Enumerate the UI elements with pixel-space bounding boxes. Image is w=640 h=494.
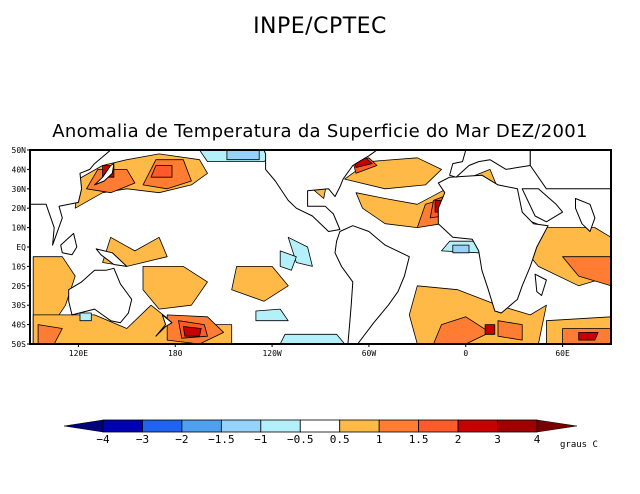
- landmass-asia: [30, 150, 112, 246]
- anomaly-region: [79, 312, 92, 322]
- lat-tick-label: 20S: [12, 282, 27, 291]
- colorbar-box: [299, 419, 341, 433]
- colorbar: −4 −3 −2 −1.5 −1 −0.5 0.5 1 1.5 2 3 4 graus C: [63, 419, 598, 450]
- landmass-japan: [94, 163, 115, 186]
- longitude-axis: 120E 180 120W 60W 0 60E: [69, 344, 570, 358]
- lat-tick-label: 40S: [12, 321, 27, 330]
- lon-tick-label: 0: [463, 349, 468, 358]
- landmass-south-america: [334, 225, 410, 344]
- anomaly-region: [255, 308, 289, 322]
- lat-tick-label: 10S: [12, 262, 27, 271]
- lat-tick-label: 30S: [12, 301, 27, 310]
- anomaly-region: [279, 333, 346, 344]
- colorbar-tick-label: 4: [534, 433, 541, 446]
- lat-tick-label: 50S: [12, 340, 27, 349]
- colorbar-box: [220, 419, 262, 433]
- anomaly-region: [433, 316, 491, 344]
- anomaly-region: [287, 236, 313, 267]
- landmass-europe: [449, 150, 531, 178]
- anomaly-region: [86, 168, 136, 194]
- lat-tick-label: 10N: [12, 224, 27, 233]
- land-layer: [30, 150, 611, 344]
- lon-tick-label: 120W: [262, 349, 281, 358]
- anomaly-region: [497, 320, 523, 341]
- landmass-india: [575, 198, 596, 232]
- colorbar-tick-label: −2: [175, 433, 188, 446]
- colorbar-tick-label: −1.5: [208, 433, 235, 446]
- anomaly-region: [150, 165, 173, 178]
- lat-tick-label: 40N: [12, 165, 27, 174]
- anomaly-region: [182, 326, 202, 337]
- anomaly-region: [279, 250, 297, 271]
- colorbar-tick-label: 1: [376, 433, 383, 446]
- anomaly-region: [231, 265, 289, 302]
- anomaly-region: [484, 324, 496, 335]
- lat-tick-label: 30N: [12, 185, 27, 194]
- colorbar-tick-label: −0.5: [287, 433, 314, 446]
- anomaly-layer: [32, 150, 611, 344]
- colorbar-box: [142, 419, 183, 433]
- colorbar-box: [260, 419, 301, 433]
- colorbar-extend-low: [63, 419, 104, 433]
- colorbar-tick-label: 3: [494, 433, 501, 446]
- lat-tick-label: 20N: [12, 204, 27, 213]
- colorbar-tick-label: −4: [96, 433, 110, 446]
- colorbar-box: [181, 419, 222, 433]
- colorbar-tick-label: 0.5: [330, 433, 350, 446]
- landmass-arabia: [521, 188, 564, 223]
- colorbar-unit-label: graus C: [560, 440, 598, 450]
- anomaly-region: [452, 244, 470, 254]
- map-field: [30, 150, 611, 344]
- colorbar-extend-high: [536, 419, 578, 433]
- anomaly-region: [562, 256, 611, 287]
- landmass-borneo-indonesia: [60, 232, 78, 256]
- lat-tick-label: 50N: [12, 146, 27, 155]
- landmass-new-zealand: [155, 314, 173, 337]
- lon-tick-label: 60W: [362, 349, 377, 358]
- landmass-australia: [68, 267, 133, 324]
- anomaly-region: [37, 324, 63, 344]
- lon-tick-label: 180: [168, 349, 183, 358]
- colorbar-box: [102, 419, 143, 433]
- anomaly-region: [142, 265, 208, 310]
- lon-tick-label: 60E: [555, 349, 570, 358]
- anomaly-region: [578, 331, 599, 341]
- landmass-asia-east: [529, 150, 611, 190]
- landmass-new-guinea: [95, 248, 128, 267]
- colorbar-tick-label: −3: [136, 433, 149, 446]
- landmass-africa: [437, 174, 549, 314]
- colorbar-tick-label: 2: [455, 433, 462, 446]
- colorbar-tick-label: 1.5: [409, 433, 429, 446]
- lon-tick-label: 120E: [69, 349, 88, 358]
- colorbar-box: [378, 419, 420, 433]
- latitude-axis: 50N 40N 30N 20N 10N EQ 10S 20S 30S 40S 50S: [12, 146, 30, 349]
- colorbar-box: [418, 419, 459, 433]
- landmass-madagascar: [534, 273, 547, 296]
- landmass-north-america: [199, 150, 378, 232]
- lat-tick-label: EQ: [16, 243, 26, 252]
- colorbar-box: [339, 419, 380, 433]
- anomaly-region: [226, 150, 260, 161]
- institution-title: INPE/CPTEC: [253, 14, 387, 39]
- colorbar-box: [457, 419, 498, 433]
- colorbar-box: [497, 419, 538, 433]
- colorbar-tick-label: −1: [254, 433, 267, 446]
- map-title: Anomalia de Temperatura da Superficie do…: [52, 121, 588, 142]
